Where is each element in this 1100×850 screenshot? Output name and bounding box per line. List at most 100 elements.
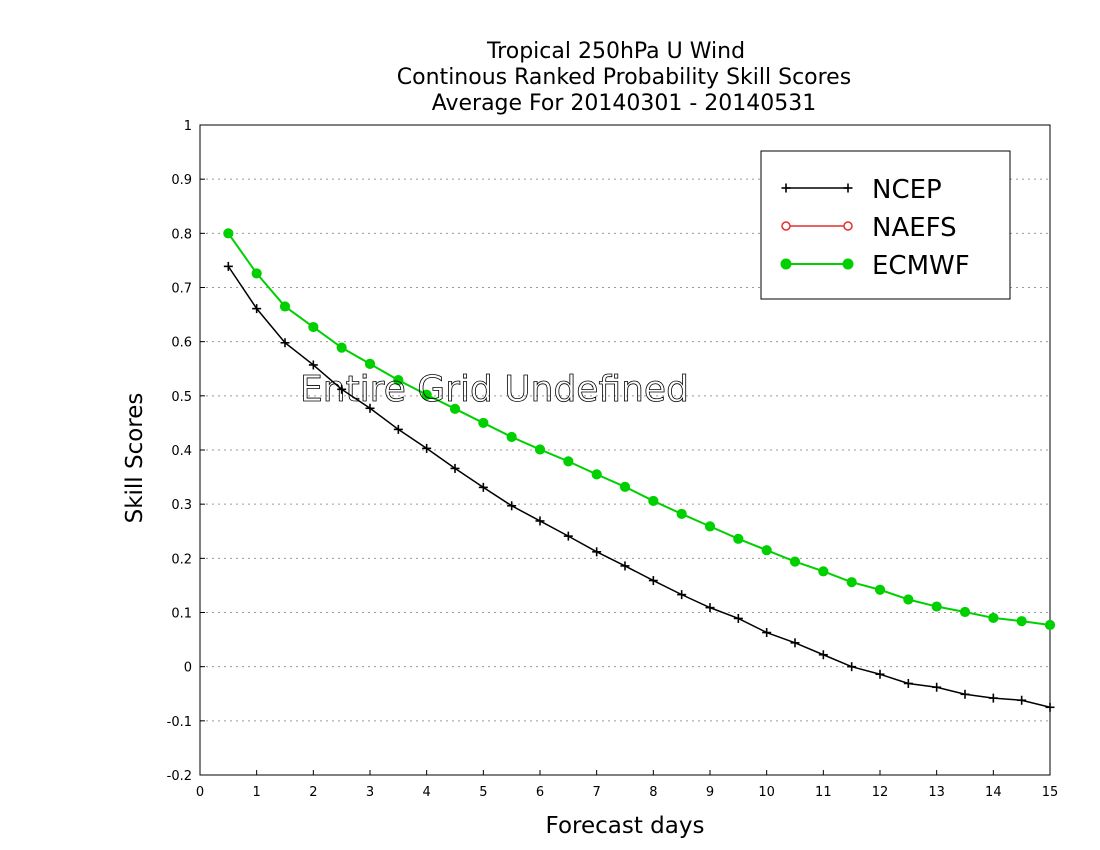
data-point [733,613,743,623]
data-point [780,258,792,270]
x-tick-label: 9 [706,785,714,800]
data-point [535,516,545,526]
x-tick-label: 4 [423,785,431,800]
y-tick-label: 0.6 [171,336,192,351]
data-point [365,403,375,413]
data-point [1016,616,1027,627]
data-point [931,601,942,612]
data-point [507,501,517,511]
data-point [591,469,602,480]
legend-box [760,150,1011,300]
data-point [337,384,347,394]
y-tick-label: 0.1 [171,607,192,622]
data-point [563,456,574,467]
y-tick-label: 0.9 [171,173,192,188]
legend-item-ecmwf: ECMWF [780,251,970,281]
data-point [506,431,517,443]
data-point [619,481,631,492]
data-point [960,689,970,699]
data-point [677,590,687,600]
x-tick-label: 7 [593,785,601,800]
data-point [843,221,853,231]
data-point [781,221,791,231]
data-point [903,594,914,605]
x-tick-label: 10 [758,785,775,800]
data-point [648,576,658,586]
data-point [252,304,262,314]
data-point [781,183,791,193]
series-layer [223,228,1056,712]
data-point [959,606,971,618]
data-point [932,682,942,692]
data-point [842,258,854,270]
x-axis-ticks: 0 1 2 3 4 5 6 7 8 9 10 11 12 13 14 15 [196,770,1058,800]
data-point [449,403,461,414]
data-point [846,577,857,588]
data-point [843,183,853,193]
x-axis-label: Forecast days [546,813,705,839]
y-tick-label: 0 [184,661,192,676]
series-ncep [223,261,1055,712]
y-axis-label: Skill Scores [122,393,148,524]
x-tick-label: 2 [309,785,317,800]
legend: NCEP NAEFS ECMWF [760,150,1011,300]
x-tick-label: 13 [928,785,945,800]
data-point [903,678,913,688]
x-tick-label: 0 [196,785,204,800]
y-tick-label: 0.5 [171,390,192,405]
x-tick-label: 12 [872,785,889,800]
y-tick-label: -0.1 [167,715,192,730]
x-tick-label: 6 [536,785,544,800]
annotation-text: Entire Grid Undefined [300,369,689,410]
y-tick-label: 0.4 [171,444,192,459]
data-point [308,360,318,370]
data-point [988,693,998,703]
x-tick-label: 15 [1042,785,1059,800]
data-point [393,375,404,386]
data-point [393,424,403,434]
data-point [563,531,573,541]
data-point [988,612,999,624]
data-point [279,301,291,312]
x-tick-label: 5 [479,785,487,800]
y-tick-label: 0.8 [171,227,192,242]
x-tick-label: 11 [815,785,832,800]
data-point [364,358,376,369]
data-point [308,321,319,333]
data-point [223,261,233,271]
data-point [1044,619,1056,631]
data-point [875,669,885,679]
data-point [280,338,290,348]
legend-item-naefs: NAEFS [781,213,957,243]
data-point [676,508,687,520]
y-tick-label: 0.3 [171,498,192,513]
data-point [704,521,716,532]
data-point [592,547,602,557]
data-point [620,561,630,571]
data-point [251,268,262,279]
series-line [227,265,1051,709]
y-tick-label: 0.7 [171,282,192,297]
data-point [733,533,744,544]
data-point [478,417,489,429]
data-point [874,584,886,595]
data-point [705,603,715,613]
data-point [421,389,432,400]
data-point [789,556,801,567]
x-tick-label: 14 [985,785,1002,800]
data-point [422,443,432,453]
data-point [1045,702,1055,712]
data-point [534,444,546,455]
x-tick-label: 1 [253,785,261,800]
legend-label: NAEFS [872,213,957,243]
data-point [790,638,800,648]
legend-label: ECMWF [872,251,970,281]
data-point [450,463,460,473]
data-point [1017,695,1027,705]
data-point [223,228,234,239]
data-point [336,342,347,353]
y-tick-label: 0.2 [171,552,192,567]
legend-label: NCEP [872,175,942,205]
data-point [761,545,772,556]
data-point [818,566,829,577]
